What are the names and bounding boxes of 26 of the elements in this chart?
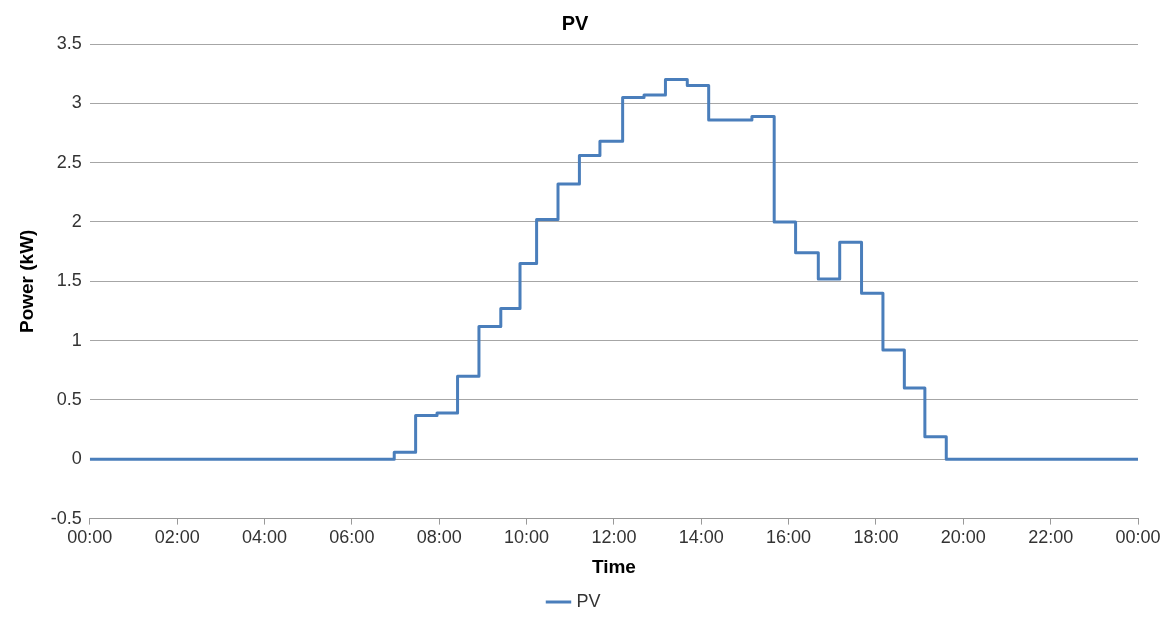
y-axis-title: Power (kW) bbox=[15, 229, 37, 334]
x-axis-title: Time bbox=[591, 555, 636, 577]
x-tick-label: 18:00 bbox=[853, 527, 899, 548]
y-tick-label: 1.5 bbox=[56, 270, 82, 291]
x-tick-label: 02:00 bbox=[154, 527, 200, 548]
y-tick-label: 2.5 bbox=[56, 151, 82, 172]
x-tick-label: 00:00 bbox=[67, 527, 113, 548]
chart-title: PV bbox=[561, 11, 589, 34]
y-tick-label: 0 bbox=[71, 448, 82, 469]
y-tick-label: -0.5 bbox=[50, 507, 82, 528]
y-tick-label: 3.5 bbox=[56, 32, 82, 53]
x-tick-label: 22:00 bbox=[1028, 527, 1074, 548]
y-tick-label: 1 bbox=[71, 329, 82, 350]
x-tick-label: 04:00 bbox=[241, 527, 288, 548]
x-tick-label: 08:00 bbox=[416, 527, 462, 548]
legend-label: PV bbox=[576, 590, 601, 611]
y-tick-label: 2 bbox=[71, 210, 82, 231]
x-tick-label: 00:00 bbox=[1115, 527, 1161, 548]
x-tick-label: 10:00 bbox=[504, 527, 550, 548]
y-tick-label: 0.5 bbox=[56, 388, 82, 409]
y-tick-label: 3 bbox=[71, 92, 82, 113]
x-tick-label: 14:00 bbox=[678, 527, 724, 548]
x-tick-label: 16:00 bbox=[766, 527, 812, 548]
x-tick-label: 06:00 bbox=[329, 527, 375, 548]
x-tick-label: 20:00 bbox=[940, 527, 986, 548]
x-tick-label: 12:00 bbox=[591, 527, 637, 548]
